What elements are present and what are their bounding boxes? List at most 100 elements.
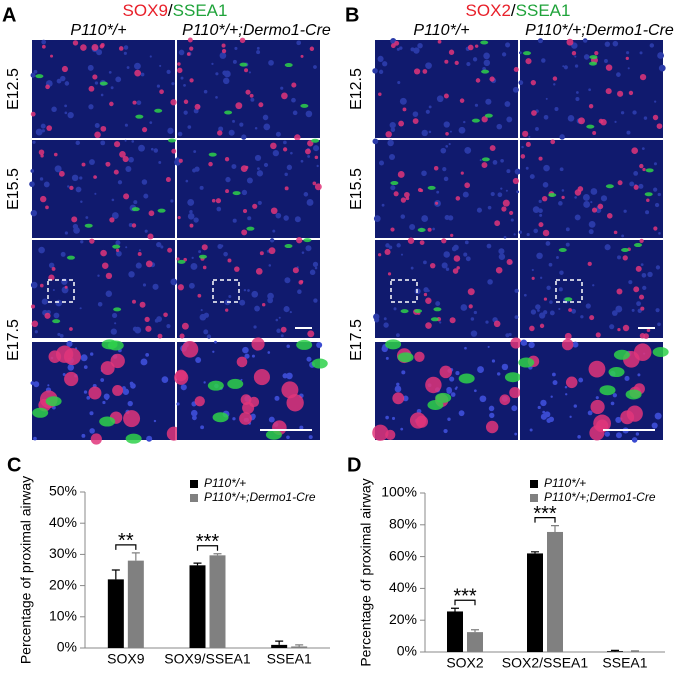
nucleus [31,381,35,385]
sox-cell [390,227,394,231]
micrograph-bg [520,40,663,138]
nucleus [302,251,305,254]
sox-cell [499,394,510,405]
sox-cell [40,196,46,202]
ssea-cell [518,358,534,368]
nucleus [604,59,608,63]
nucleus [574,55,576,57]
nucleus [506,169,510,173]
nucleus [659,65,666,72]
sox-cell [591,400,605,414]
nucleus [201,309,203,311]
nucleus [487,279,493,285]
sox-cell [494,321,501,328]
nucleus [267,351,270,354]
nucleus [171,82,174,85]
nucleus [125,124,128,127]
nucleus [193,150,196,153]
sox-cell [195,104,201,110]
bar [607,651,623,652]
nucleus [89,411,93,415]
nucleus [244,289,246,291]
nucleus [225,177,230,182]
nucleus [167,128,173,134]
nucleus [313,262,318,267]
nucleus [284,306,290,312]
sox-cell [189,78,193,82]
ssea-cell [209,153,217,157]
sox-cell [503,200,510,207]
nucleus [528,136,530,138]
sox-cell [307,330,314,337]
nucleus [252,355,255,358]
nucleus [477,208,482,213]
nucleus [223,252,228,257]
sox-cell [617,91,623,97]
nucleus [488,206,492,210]
y-tick-label: 20% [49,576,77,592]
sox-cell [464,182,470,188]
sox-cell [91,433,102,444]
nucleus [409,224,415,230]
nucleus [463,192,469,198]
sox-cell [132,300,136,304]
nucleus [151,148,154,151]
nucleus [315,267,318,270]
ssea-cell [626,389,642,399]
sox-cell [507,259,513,265]
nucleus [516,190,519,193]
ssea-cell [485,114,493,118]
sox-cell [92,74,97,79]
nucleus [435,301,440,306]
ssea-cell [433,307,441,311]
ssea-cell [135,115,143,119]
y-tick-label: 40% [49,514,77,530]
ssea-cell [296,340,312,350]
nucleus [498,192,503,197]
nucleus [80,307,82,309]
sox-cell [244,68,248,72]
nucleus [273,150,279,156]
ssea-cell [154,109,162,113]
sox-cell [147,233,153,239]
nucleus [382,204,385,207]
error-bar [295,645,303,647]
sox-cell [509,211,513,215]
nucleus [583,38,588,43]
sox-cell [182,341,199,358]
micrograph [519,140,663,238]
sox-cell [566,377,578,389]
nucleus [53,289,55,291]
nucleus [391,128,396,133]
sox-cell [73,40,78,45]
ssea-cell [85,224,93,228]
nucleus [200,186,204,190]
nucleus [423,260,427,264]
sox-cell [40,284,44,288]
significance-label: *** [533,503,557,525]
nucleus [317,165,319,167]
nucleus [633,171,638,176]
micrograph [372,38,518,138]
nucleus [504,101,510,107]
sox-cell [180,334,185,339]
nucleus [515,169,521,175]
ssea-cell [481,70,489,74]
nucleus [228,295,231,298]
nucleus [574,196,577,199]
nucleus [134,327,141,334]
panel-header: SOX2/SSEA1 [466,1,571,20]
micrograph-bg [177,140,320,238]
nucleus [247,216,251,220]
sox-cell [476,78,481,83]
sox-cell [315,183,322,190]
nucleus [514,233,516,235]
nucleus [65,81,70,86]
ssea-cell [100,82,108,86]
nucleus [596,396,599,399]
nucleus [36,129,43,136]
sox-cell [241,229,247,235]
nucleus [73,227,80,234]
nucleus [588,88,591,91]
nucleus [429,105,432,108]
